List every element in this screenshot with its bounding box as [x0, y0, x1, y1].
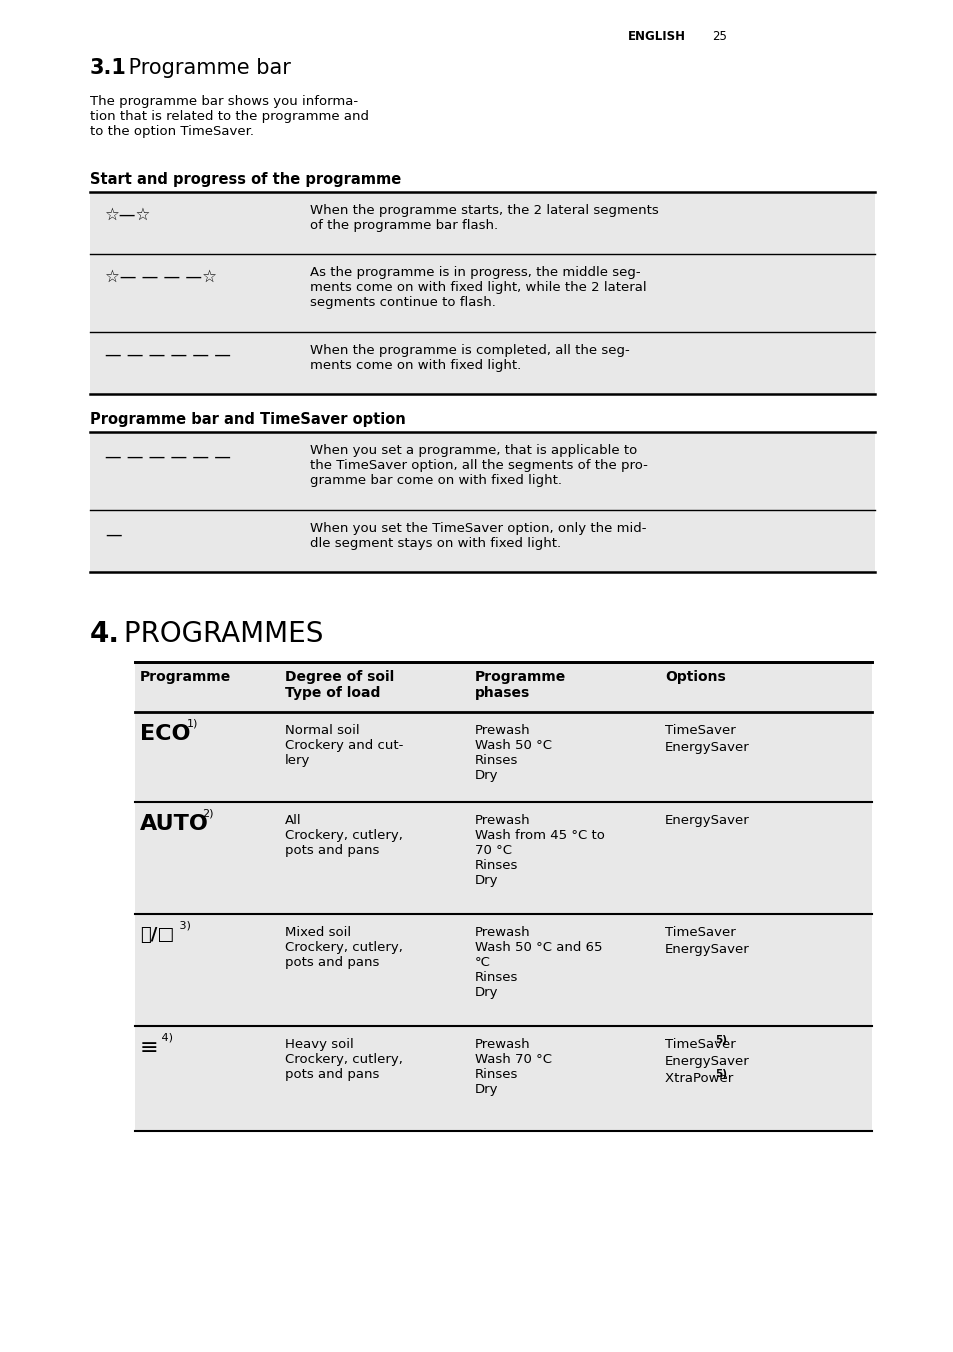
Text: — — — — — —: — — — — — —: [105, 448, 231, 466]
Text: When you set a programme, that is applicable to
the TimeSaver option, all the se: When you set a programme, that is applic…: [310, 443, 647, 487]
Text: When the programme starts, the 2 lateral segments
of the programme bar flash.: When the programme starts, the 2 lateral…: [310, 204, 659, 233]
Text: ≡: ≡: [140, 1038, 158, 1059]
Bar: [90, 254, 874, 333]
Text: All
Crockery, cutlery,
pots and pans: All Crockery, cutlery, pots and pans: [285, 814, 402, 857]
Text: ENGLISH: ENGLISH: [627, 30, 685, 43]
Bar: [135, 1026, 871, 1132]
Text: Programme bar: Programme bar: [122, 58, 291, 78]
Text: —: —: [105, 526, 121, 544]
Text: Prewash
Wash from 45 °C to
70 °C
Rinses
Dry: Prewash Wash from 45 °C to 70 °C Rinses …: [475, 814, 604, 887]
Text: 3.1: 3.1: [90, 58, 127, 78]
Text: — — — — — —: — — — — — —: [105, 346, 231, 364]
Text: The programme bar shows you informa-
tion that is related to the programme and
t: The programme bar shows you informa- tio…: [90, 95, 369, 138]
Text: PROGRAMMES: PROGRAMMES: [115, 621, 323, 648]
Text: 2): 2): [202, 808, 213, 819]
Text: EnergySaver: EnergySaver: [664, 1055, 749, 1068]
Text: Programme bar and TimeSaver option: Programme bar and TimeSaver option: [90, 412, 405, 427]
Text: EnergySaver: EnergySaver: [664, 942, 749, 956]
Text: 5): 5): [715, 1036, 726, 1045]
Text: XtraPower: XtraPower: [664, 1072, 737, 1086]
Text: 1): 1): [187, 719, 198, 729]
Text: 4.: 4.: [90, 621, 120, 648]
Text: When you set the TimeSaver option, only the mid-
dle segment stays on with fixed: When you set the TimeSaver option, only …: [310, 522, 646, 550]
Text: Heavy soil
Crockery, cutlery,
pots and pans: Heavy soil Crockery, cutlery, pots and p…: [285, 1038, 402, 1082]
Text: ECO: ECO: [140, 725, 191, 744]
Bar: [90, 192, 874, 254]
Text: When the programme is completed, all the seg-
ments come on with fixed light.: When the programme is completed, all the…: [310, 343, 629, 372]
Bar: [135, 662, 871, 713]
Text: 3): 3): [175, 921, 191, 932]
Text: Prewash
Wash 70 °C
Rinses
Dry: Prewash Wash 70 °C Rinses Dry: [475, 1038, 552, 1096]
Text: EnergySaver: EnergySaver: [664, 814, 749, 827]
Text: EnergySaver: EnergySaver: [664, 741, 749, 754]
Text: TimeSaver: TimeSaver: [664, 926, 735, 940]
Bar: [135, 713, 871, 802]
Bar: [90, 510, 874, 572]
Text: Programme: Programme: [140, 671, 231, 684]
Text: As the programme is in progress, the middle seg-
ments come on with fixed light,: As the programme is in progress, the mid…: [310, 266, 646, 310]
Text: ☆—☆: ☆—☆: [105, 206, 152, 224]
Text: Start and progress of the programme: Start and progress of the programme: [90, 172, 401, 187]
Text: ⑁/□: ⑁/□: [140, 926, 174, 944]
Text: 5): 5): [715, 1069, 726, 1079]
Bar: [135, 914, 871, 1026]
Text: AUTO: AUTO: [140, 814, 209, 834]
Bar: [135, 802, 871, 914]
Text: Normal soil
Crockery and cut-
lery: Normal soil Crockery and cut- lery: [285, 725, 403, 767]
Text: ☆— — — —☆: ☆— — — —☆: [105, 268, 216, 287]
Text: 25: 25: [711, 30, 726, 43]
Text: Options: Options: [664, 671, 725, 684]
Text: Prewash
Wash 50 °C and 65
°C
Rinses
Dry: Prewash Wash 50 °C and 65 °C Rinses Dry: [475, 926, 602, 999]
Text: Prewash
Wash 50 °C
Rinses
Dry: Prewash Wash 50 °C Rinses Dry: [475, 725, 552, 781]
Text: Programme
phases: Programme phases: [475, 671, 566, 700]
Text: TimeSaver: TimeSaver: [664, 1038, 740, 1051]
Text: Mixed soil
Crockery, cutlery,
pots and pans: Mixed soil Crockery, cutlery, pots and p…: [285, 926, 402, 969]
Text: Degree of soil
Type of load: Degree of soil Type of load: [285, 671, 394, 700]
Bar: [90, 333, 874, 393]
Text: 4): 4): [158, 1033, 172, 1042]
Text: TimeSaver: TimeSaver: [664, 725, 735, 737]
Bar: [90, 433, 874, 510]
